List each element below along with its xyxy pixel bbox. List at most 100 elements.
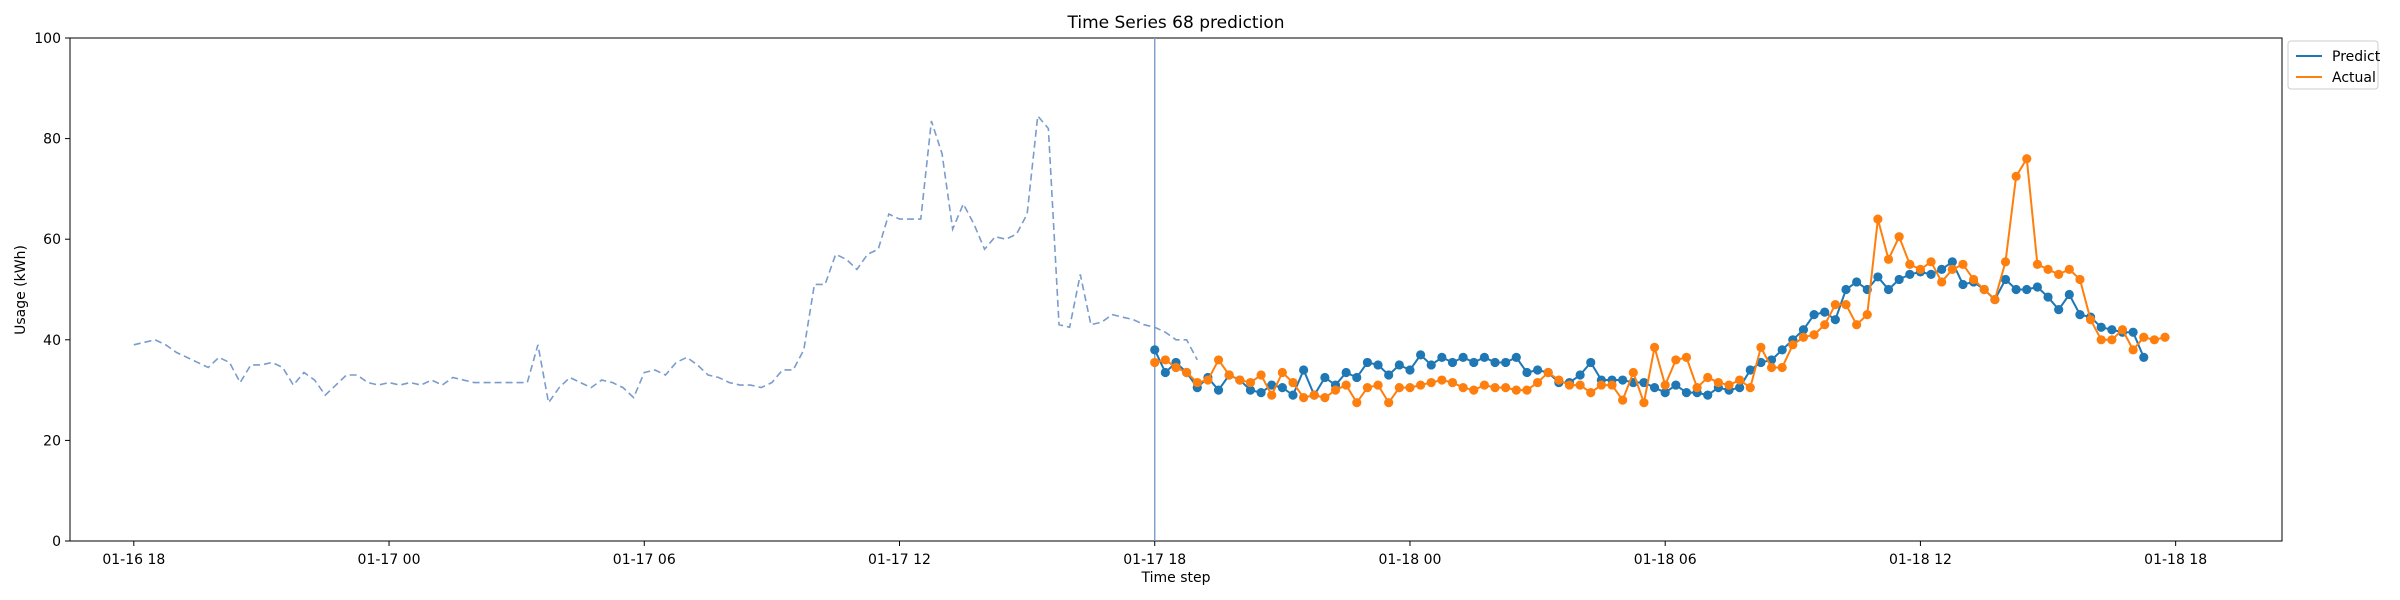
data-point-actual bbox=[1788, 340, 1798, 350]
data-point-predict bbox=[1660, 388, 1670, 398]
x-axis: 01-16 18 01-17 00 01-17 06 01-17 12 01-17 18… bbox=[102, 541, 2207, 568]
data-point-actual bbox=[2117, 325, 2128, 335]
data-point-actual bbox=[1522, 385, 1532, 395]
data-point-actual bbox=[1841, 299, 1851, 310]
x-tick-label: 01-18 00 bbox=[1378, 552, 1441, 568]
data-point-actual bbox=[1820, 320, 1830, 330]
data-point-actual bbox=[1256, 370, 1266, 380]
data-point-predict bbox=[1703, 390, 1713, 400]
data-point-actual bbox=[2032, 259, 2042, 269]
y-axis-label: Usage (kWh) bbox=[13, 245, 29, 335]
data-point-predict bbox=[1299, 365, 1309, 375]
data-point-actual bbox=[1990, 294, 2000, 305]
data-point-predict bbox=[2107, 325, 2117, 335]
data-point-actual bbox=[1586, 388, 1596, 398]
data-point-predict bbox=[1160, 367, 1170, 378]
data-point-actual bbox=[1735, 375, 1745, 385]
data-point-predict bbox=[1511, 352, 1521, 362]
data-point-predict bbox=[1267, 380, 1277, 390]
data-point-actual bbox=[1575, 380, 1585, 390]
y-tick-label: 20 bbox=[43, 433, 61, 449]
data-point-actual bbox=[1745, 382, 1755, 393]
data-point-actual bbox=[1681, 352, 1692, 362]
data-point-actual bbox=[2107, 335, 2117, 345]
data-point-actual bbox=[2160, 332, 2170, 342]
data-point-predict bbox=[1405, 365, 1415, 375]
data-point-actual bbox=[1352, 398, 1362, 408]
data-point-actual bbox=[1150, 357, 1160, 368]
data-point-actual bbox=[1426, 377, 1436, 388]
data-point-actual bbox=[1160, 355, 1170, 365]
data-point-actual bbox=[1894, 232, 1904, 242]
data-point-actual bbox=[1309, 390, 1319, 400]
data-point-predict bbox=[1777, 345, 1787, 355]
data-point-actual bbox=[1618, 395, 1628, 405]
data-point-predict bbox=[2011, 284, 2021, 295]
data-point-predict bbox=[1586, 357, 1596, 368]
series-line-actual bbox=[1154, 155, 2166, 407]
plot-frame bbox=[69, 37, 2283, 542]
data-point-predict bbox=[1426, 360, 1436, 370]
data-point-predict bbox=[1618, 375, 1628, 385]
history-line bbox=[133, 114, 1198, 405]
data-point-predict bbox=[1894, 274, 1904, 285]
data-point-predict bbox=[2022, 284, 2032, 295]
data-point-actual bbox=[1469, 385, 1479, 395]
data-point-predict bbox=[1873, 272, 1883, 282]
data-point-predict bbox=[1809, 310, 1819, 320]
data-point-actual bbox=[1213, 355, 1224, 365]
data-point-actual bbox=[1852, 320, 1862, 330]
data-point-predict bbox=[1820, 307, 1830, 317]
series-actual bbox=[1150, 154, 2170, 408]
y-axis: 0 20 40 60 80 100 bbox=[34, 31, 70, 550]
y-tick-label: 60 bbox=[43, 232, 61, 248]
data-point-predict bbox=[1479, 352, 1489, 362]
data-point-actual bbox=[2128, 345, 2138, 355]
data-point-predict bbox=[1384, 370, 1394, 380]
data-point-predict bbox=[1649, 382, 1660, 393]
data-point-predict bbox=[1745, 365, 1755, 375]
data-point-actual bbox=[1171, 362, 1181, 373]
data-point-predict bbox=[2064, 289, 2074, 300]
y-tick-label: 0 bbox=[52, 534, 61, 550]
data-point-predict bbox=[2054, 305, 2064, 315]
data-point-actual bbox=[1320, 393, 1330, 403]
data-point-actual bbox=[1596, 380, 1606, 390]
data-point-actual bbox=[1277, 367, 1287, 378]
data-point-actual bbox=[1713, 377, 1723, 388]
data-point-actual bbox=[1873, 214, 1883, 224]
data-point-actual bbox=[1969, 274, 1979, 285]
data-point-predict bbox=[1639, 377, 1649, 388]
data-point-actual bbox=[1490, 382, 1500, 393]
data-point-actual bbox=[1224, 370, 1234, 380]
data-point-actual bbox=[1341, 380, 1351, 390]
data-point-predict bbox=[1469, 357, 1479, 368]
data-point-actual bbox=[1703, 372, 1713, 383]
x-tick-label: 01-17 18 bbox=[1123, 552, 1186, 568]
x-tick-label: 01-17 00 bbox=[358, 552, 421, 568]
data-point-predict bbox=[1277, 382, 1287, 393]
data-point-predict bbox=[1798, 325, 1809, 335]
chart-title: Time Series 68 prediction bbox=[1066, 13, 1284, 33]
data-point-predict bbox=[2096, 322, 2106, 332]
data-point-actual bbox=[1798, 332, 1809, 342]
data-point-predict bbox=[1830, 315, 1840, 325]
data-point-actual bbox=[1958, 259, 1968, 269]
data-point-actual bbox=[1362, 382, 1373, 393]
data-point-actual bbox=[1671, 355, 1681, 365]
data-point-actual bbox=[1766, 362, 1777, 373]
data-point-actual bbox=[1299, 393, 1309, 403]
data-point-predict bbox=[1341, 367, 1351, 378]
y-tick-label: 100 bbox=[34, 31, 61, 47]
data-point-predict bbox=[1245, 385, 1256, 395]
data-point-actual bbox=[1543, 367, 1553, 378]
data-point-actual bbox=[1267, 390, 1277, 400]
data-point-actual bbox=[1639, 398, 1649, 408]
data-point-actual bbox=[1830, 299, 1840, 310]
data-point-predict bbox=[1841, 284, 1851, 295]
data-point-predict bbox=[1352, 372, 1362, 383]
data-point-actual bbox=[1777, 362, 1787, 373]
legend-label-actual: Actual bbox=[2332, 70, 2376, 86]
data-point-actual bbox=[1564, 380, 1575, 390]
data-point-predict bbox=[2000, 274, 2011, 285]
